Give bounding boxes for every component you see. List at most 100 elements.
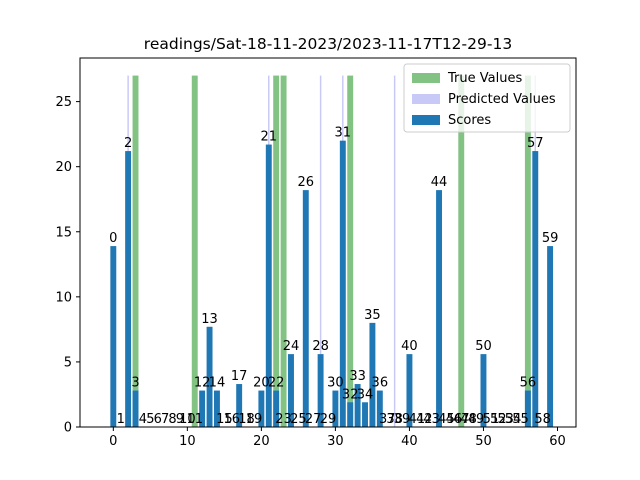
bar-value-label: 2 (124, 136, 132, 151)
scores-bars (110, 140, 554, 428)
true-value-bar (273, 75, 280, 428)
bar-value-label: 5 (146, 412, 154, 427)
predicted-value-bar (393, 75, 396, 428)
score-bar (206, 326, 213, 427)
bar-value-label: 42 (416, 412, 433, 427)
bar-value-label: 39 (394, 412, 411, 427)
bar-value-label: 8 (168, 412, 176, 427)
bar-value-label: 38 (386, 412, 403, 427)
bar-value-label: 44 (431, 175, 448, 190)
bar-value-label: 7 (161, 412, 169, 427)
y-tick-label: 0 (64, 421, 72, 436)
bar-value-label: 54 (505, 412, 522, 427)
bar-value-label: 27 (305, 412, 322, 427)
legend-label: Predicted Values (448, 92, 556, 107)
bar-value-label: 53 (497, 412, 514, 427)
bar-value-label: 33 (349, 369, 366, 384)
bar-value-label: 11 (186, 412, 203, 427)
score-bar (436, 190, 443, 427)
y-tick-label: 25 (55, 95, 72, 110)
bar-value-label: 45 (438, 412, 455, 427)
bar-value-label: 9 (176, 412, 184, 427)
true-value-bar (132, 75, 139, 428)
legend-swatch (412, 73, 440, 83)
score-bar (265, 144, 272, 428)
score-bar (524, 390, 531, 427)
bar-value-label: 47 (453, 412, 470, 427)
legend-swatch (412, 94, 440, 104)
score-bar (213, 390, 220, 427)
legend-box (403, 63, 571, 133)
score-bar (288, 354, 294, 427)
bar-value-label: 59 (542, 231, 559, 246)
predicted-value-bar (319, 75, 322, 428)
plot-frame (79, 57, 577, 428)
score-bar (110, 246, 117, 427)
bar-value-label: 6 (154, 412, 162, 427)
score-bar (362, 402, 368, 427)
score-bar (199, 390, 206, 427)
score-bar (236, 384, 243, 427)
score-bar (273, 390, 280, 427)
y-tick-label: 5 (64, 355, 72, 370)
bar-value-label: 12 (194, 376, 211, 391)
score-bar (406, 354, 413, 427)
x-tick-label: 0 (109, 434, 117, 449)
x-tick-label: 50 (475, 434, 492, 449)
score-bar (354, 384, 361, 427)
y-tick-label: 20 (55, 160, 72, 175)
score-bar (532, 151, 539, 428)
bar-value-label: 24 (283, 339, 300, 354)
true-values-bars (132, 75, 531, 428)
bar-value-label: 1 (117, 412, 125, 427)
score-bar (258, 390, 265, 427)
y-tick-label: 10 (55, 290, 72, 305)
bar-value-label: 17 (231, 369, 248, 384)
score-bar (347, 402, 354, 427)
score-bar (302, 190, 309, 427)
chart-title: readings/Sat-18-11-2023/2023-11-17T12-29… (144, 35, 512, 53)
bar-value-label: 55 (512, 412, 529, 427)
x-tick-label: 10 (179, 434, 196, 449)
bar-value-label: 26 (298, 175, 315, 190)
bar-value-label: 56 (520, 376, 537, 391)
true-value-bar (191, 75, 198, 428)
bar-value-label: 35 (364, 308, 381, 323)
score-bar (125, 151, 132, 428)
bar-value-label: 23 (275, 412, 292, 427)
bar-value-label: 49 (468, 412, 485, 427)
score-bar (132, 390, 139, 427)
bar-value-label: 10 (179, 412, 196, 427)
bar-value-label: 13 (201, 312, 218, 327)
score-bar (339, 140, 346, 427)
bar-value-label: 30 (327, 376, 344, 391)
bar-value-label: 20 (253, 376, 270, 391)
y-tick-label: 15 (55, 225, 72, 240)
legend-label: True Values (447, 71, 522, 86)
bar-value-label: 31 (335, 126, 352, 141)
true-value-bar (280, 75, 287, 428)
bar-value-label: 40 (401, 339, 418, 354)
bar-value-label: 29 (320, 412, 337, 427)
bar-value-label: 48 (460, 412, 477, 427)
legend: True Values Predicted Values Scores (403, 63, 571, 133)
score-bar (317, 354, 324, 427)
score-bar (369, 322, 376, 427)
bar-value-label: 52 (490, 412, 507, 427)
true-value-bar (347, 75, 354, 428)
x-tick-label: 60 (549, 434, 566, 449)
bar-value-label: 43 (423, 412, 440, 427)
bar-value-label: 41 (409, 412, 426, 427)
bar-value-label: 15 (216, 412, 233, 427)
x-tick-label: 30 (327, 434, 344, 449)
bar-value-label: 25 (290, 412, 307, 427)
bar-value-label: 18 (238, 412, 255, 427)
bar-value-label: 19 (246, 412, 263, 427)
bar-value-label: 3 (131, 376, 139, 391)
bar-value-label: 57 (527, 136, 544, 151)
legend-label: Scores (448, 113, 491, 128)
bar-value-label: 32 (342, 387, 359, 402)
true-value-bar (524, 75, 531, 428)
